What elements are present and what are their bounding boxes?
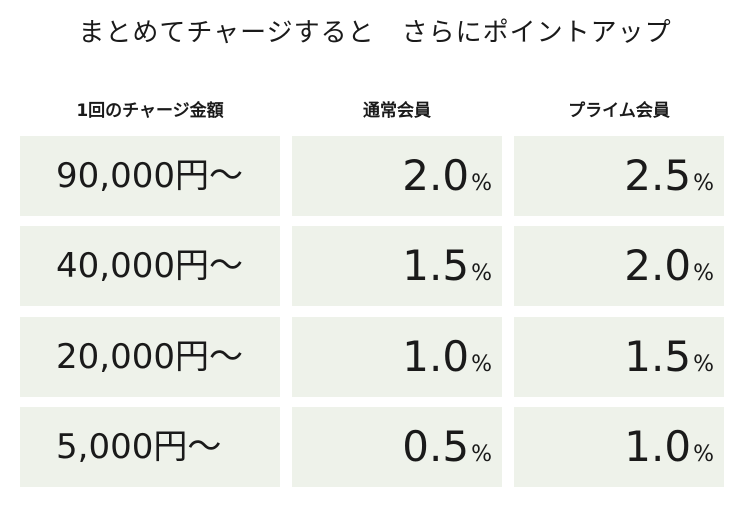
prime-rate-cell: 1.5% [514,317,724,397]
charge-amount: 40,000円〜 [56,246,243,286]
amount-cell: 40,000円〜 [20,226,280,306]
percent-sign: % [471,442,492,467]
amount-cell: 5,000円〜 [20,407,280,487]
regular-rate-cell: 1.0% [292,317,502,397]
percent-sign: % [693,261,714,286]
regular-rate: 1.0 [402,332,470,381]
regular-rate: 2.0 [402,151,470,200]
prime-rate: 2.0 [624,241,692,290]
regular-rate: 1.5 [402,241,470,290]
prime-rate: 2.5 [624,151,692,200]
percent-sign: % [693,352,714,377]
regular-rate: 0.5 [402,422,470,471]
amount-cell: 90,000円〜 [20,136,280,216]
regular-rate-cell: 1.5% [292,226,502,306]
regular-rate-cell: 0.5% [292,407,502,487]
regular-rate-cell: 2.0% [292,136,502,216]
percent-sign: % [471,261,492,286]
page-title: まとめてチャージすると さらにポイントアップ [78,18,672,48]
percent-sign: % [471,352,492,377]
percent-sign: % [693,171,714,196]
percent-sign: % [693,442,714,467]
charge-amount: 20,000円〜 [56,337,243,377]
charge-amount: 5,000円〜 [56,427,222,467]
prime-rate: 1.5 [624,332,692,381]
header-regular-member: 通常会員 [363,101,431,121]
prime-rate-cell: 1.0% [514,407,724,487]
percent-sign: % [471,171,492,196]
header-prime-member: プライム会員 [568,101,670,121]
header-charge-amount: 1回のチャージ金額 [76,101,224,121]
prime-rate: 1.0 [624,422,692,471]
charge-amount: 90,000円〜 [56,156,243,196]
prime-rate-cell: 2.0% [514,226,724,306]
prime-rate-cell: 2.5% [514,136,724,216]
amount-cell: 20,000円〜 [20,317,280,397]
